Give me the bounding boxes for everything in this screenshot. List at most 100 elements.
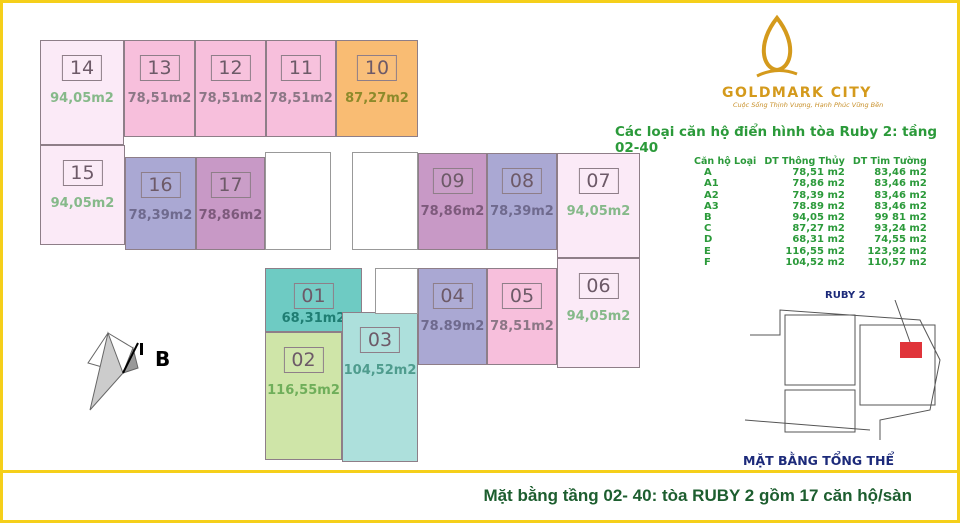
table-cell: C <box>704 223 712 235</box>
column-header: DT Tim Tường <box>852 156 927 167</box>
column-header: Căn hộ Loại <box>694 156 757 167</box>
unit-17[interactable]: 17 78,86m2 <box>196 157 265 250</box>
compass-icon <box>87 331 143 411</box>
unit-number: 01 <box>293 283 334 309</box>
unit-number: 07 <box>578 168 619 194</box>
table-row: A3 78.89 m2 83,46 m2 <box>690 201 931 212</box>
table-cell: 93,24 m2 <box>874 223 927 235</box>
table-cell: 83,46 m2 <box>874 178 927 190</box>
table-cell: F <box>704 256 711 268</box>
table-cell: 87,27 m2 <box>792 223 845 235</box>
table-row: C 87,27 m2 93,24 m2 <box>690 223 931 234</box>
table-row: E 116,55 m2 123,92 m2 <box>690 246 931 257</box>
unit-number: 15 <box>62 160 103 186</box>
goldmark-logo-icon <box>756 14 798 78</box>
unit-area: 78,39m2 <box>128 208 193 223</box>
table-cell: A1 <box>704 178 719 190</box>
ruby2-highlight <box>900 342 922 358</box>
column-header: DT Thông Thủy <box>764 156 845 167</box>
unit-02[interactable]: 02 116,55m2 <box>265 332 342 460</box>
unit-06[interactable]: 06 94,05m2 <box>557 258 640 368</box>
divider <box>0 470 960 473</box>
unit-08[interactable]: 08 78,39m2 <box>487 153 557 250</box>
table-cell: 123,92 m2 <box>867 245 927 257</box>
unit-05[interactable]: 05 78,51m2 <box>487 268 557 365</box>
unit-number: 10 <box>356 55 398 81</box>
unit-number: 17 <box>210 172 251 198</box>
unit-number: 14 <box>61 55 103 81</box>
unit-number: 13 <box>139 55 180 81</box>
unit-07[interactable]: 07 94,05m2 <box>557 153 640 258</box>
compass-label: B <box>155 347 171 371</box>
unit-number: 09 <box>432 168 473 194</box>
unit-area: 104,52m2 <box>343 363 417 378</box>
unit-12[interactable]: 12 78,51m2 <box>195 40 266 137</box>
unit-area: 78,51m2 <box>127 91 192 106</box>
table-cell: D <box>704 234 713 246</box>
table-cell: 68,31 m2 <box>792 234 845 246</box>
unit-number: 05 <box>501 283 543 309</box>
unit-type-table: Căn hộ Loại DT Thông Thủy DT Tim Tường A 78… <box>690 156 931 268</box>
unit-number: 11 <box>280 55 322 81</box>
unit-area: 78,51m2 <box>269 91 333 106</box>
table-cell: B <box>704 212 712 224</box>
unit-area: 78,39m2 <box>490 204 554 219</box>
unit-number: 03 <box>359 327 401 353</box>
table-cell: 94,05 m2 <box>792 212 845 224</box>
table-cell: 78,39 m2 <box>792 189 845 201</box>
unit-area: 78.89m2 <box>420 319 485 334</box>
unit-area: 116,55m2 <box>267 383 340 398</box>
table-cell: 74,55 m2 <box>874 234 927 246</box>
site-map-label: RUBY 2 <box>825 290 866 301</box>
table-cell: A3 <box>704 200 719 212</box>
unit-16[interactable]: 16 78,39m2 <box>125 157 196 250</box>
unit-13[interactable]: 13 78,51m2 <box>124 40 195 137</box>
table-cell: 83,46 m2 <box>874 200 927 212</box>
table-cell: 78.89 m2 <box>792 200 845 212</box>
table-row: B 94,05 m2 99 81 m2 <box>690 212 931 223</box>
unit-14[interactable]: 14 94,05m2 <box>40 40 124 145</box>
table-row: A2 78,39 m2 83,46 m2 <box>690 190 931 201</box>
unit-area: 78,86m2 <box>198 208 263 223</box>
unit-area: 68,31m2 <box>281 311 346 326</box>
unit-04[interactable]: 04 78.89m2 <box>418 268 487 365</box>
table-cell: 83,46 m2 <box>874 167 927 179</box>
table-cell: 83,46 m2 <box>874 189 927 201</box>
table-cell: 116,55 m2 <box>785 245 845 257</box>
table-cell: 99 81 m2 <box>874 212 927 224</box>
unit-area: 94,05m2 <box>50 91 114 106</box>
unit-01[interactable]: 01 68,31m2 <box>265 268 362 332</box>
table-cell: E <box>704 245 711 257</box>
elevator-stair-core <box>265 152 331 250</box>
unit-number: 12 <box>210 55 251 81</box>
table-title: Các loại căn hộ điển hình tòa Ruby 2: tầ… <box>615 124 938 156</box>
unit-11[interactable]: 11 78,51m2 <box>266 40 336 137</box>
table-row: D 68,31 m2 74,55 m2 <box>690 234 931 245</box>
table-cell: 104,52 m2 <box>785 256 845 268</box>
table-cell: A2 <box>704 189 719 201</box>
unit-area: 78,51m2 <box>490 319 554 334</box>
table-row: A1 78,86 m2 83,46 m2 <box>690 178 931 189</box>
table-cell: 78,51 m2 <box>792 167 845 179</box>
brand-slogan: Cuộc Sống Thịnh Vượng, Hạnh Phúc Vững Bề… <box>733 101 884 109</box>
elevator-stair-core <box>352 152 418 250</box>
unit-area: 94,05m2 <box>566 309 631 324</box>
unit-09[interactable]: 09 78,86m2 <box>418 153 487 250</box>
unit-number: 06 <box>578 273 619 299</box>
unit-area: 78,51m2 <box>198 91 263 106</box>
unit-area: 94,05m2 <box>50 196 115 211</box>
unit-10[interactable]: 10 87,27m2 <box>336 40 418 137</box>
unit-03[interactable]: 03 104,52m2 <box>342 312 418 462</box>
unit-number: 02 <box>283 347 324 373</box>
site-map-title: MẶT BẰNG TỔNG THỂ <box>743 453 895 468</box>
site-map <box>744 300 941 440</box>
unit-15[interactable]: 15 94,05m2 <box>40 145 125 245</box>
unit-number: 16 <box>140 172 181 198</box>
brand-name: GOLDMARK CITY <box>722 85 872 101</box>
caption: Mặt bằng tầng 02- 40: tòa RUBY 2 gồm 17 … <box>483 486 912 505</box>
table-cell: A <box>704 167 712 179</box>
stair-core <box>375 268 418 314</box>
unit-area: 78,86m2 <box>420 204 485 219</box>
unit-number: 04 <box>432 283 473 309</box>
